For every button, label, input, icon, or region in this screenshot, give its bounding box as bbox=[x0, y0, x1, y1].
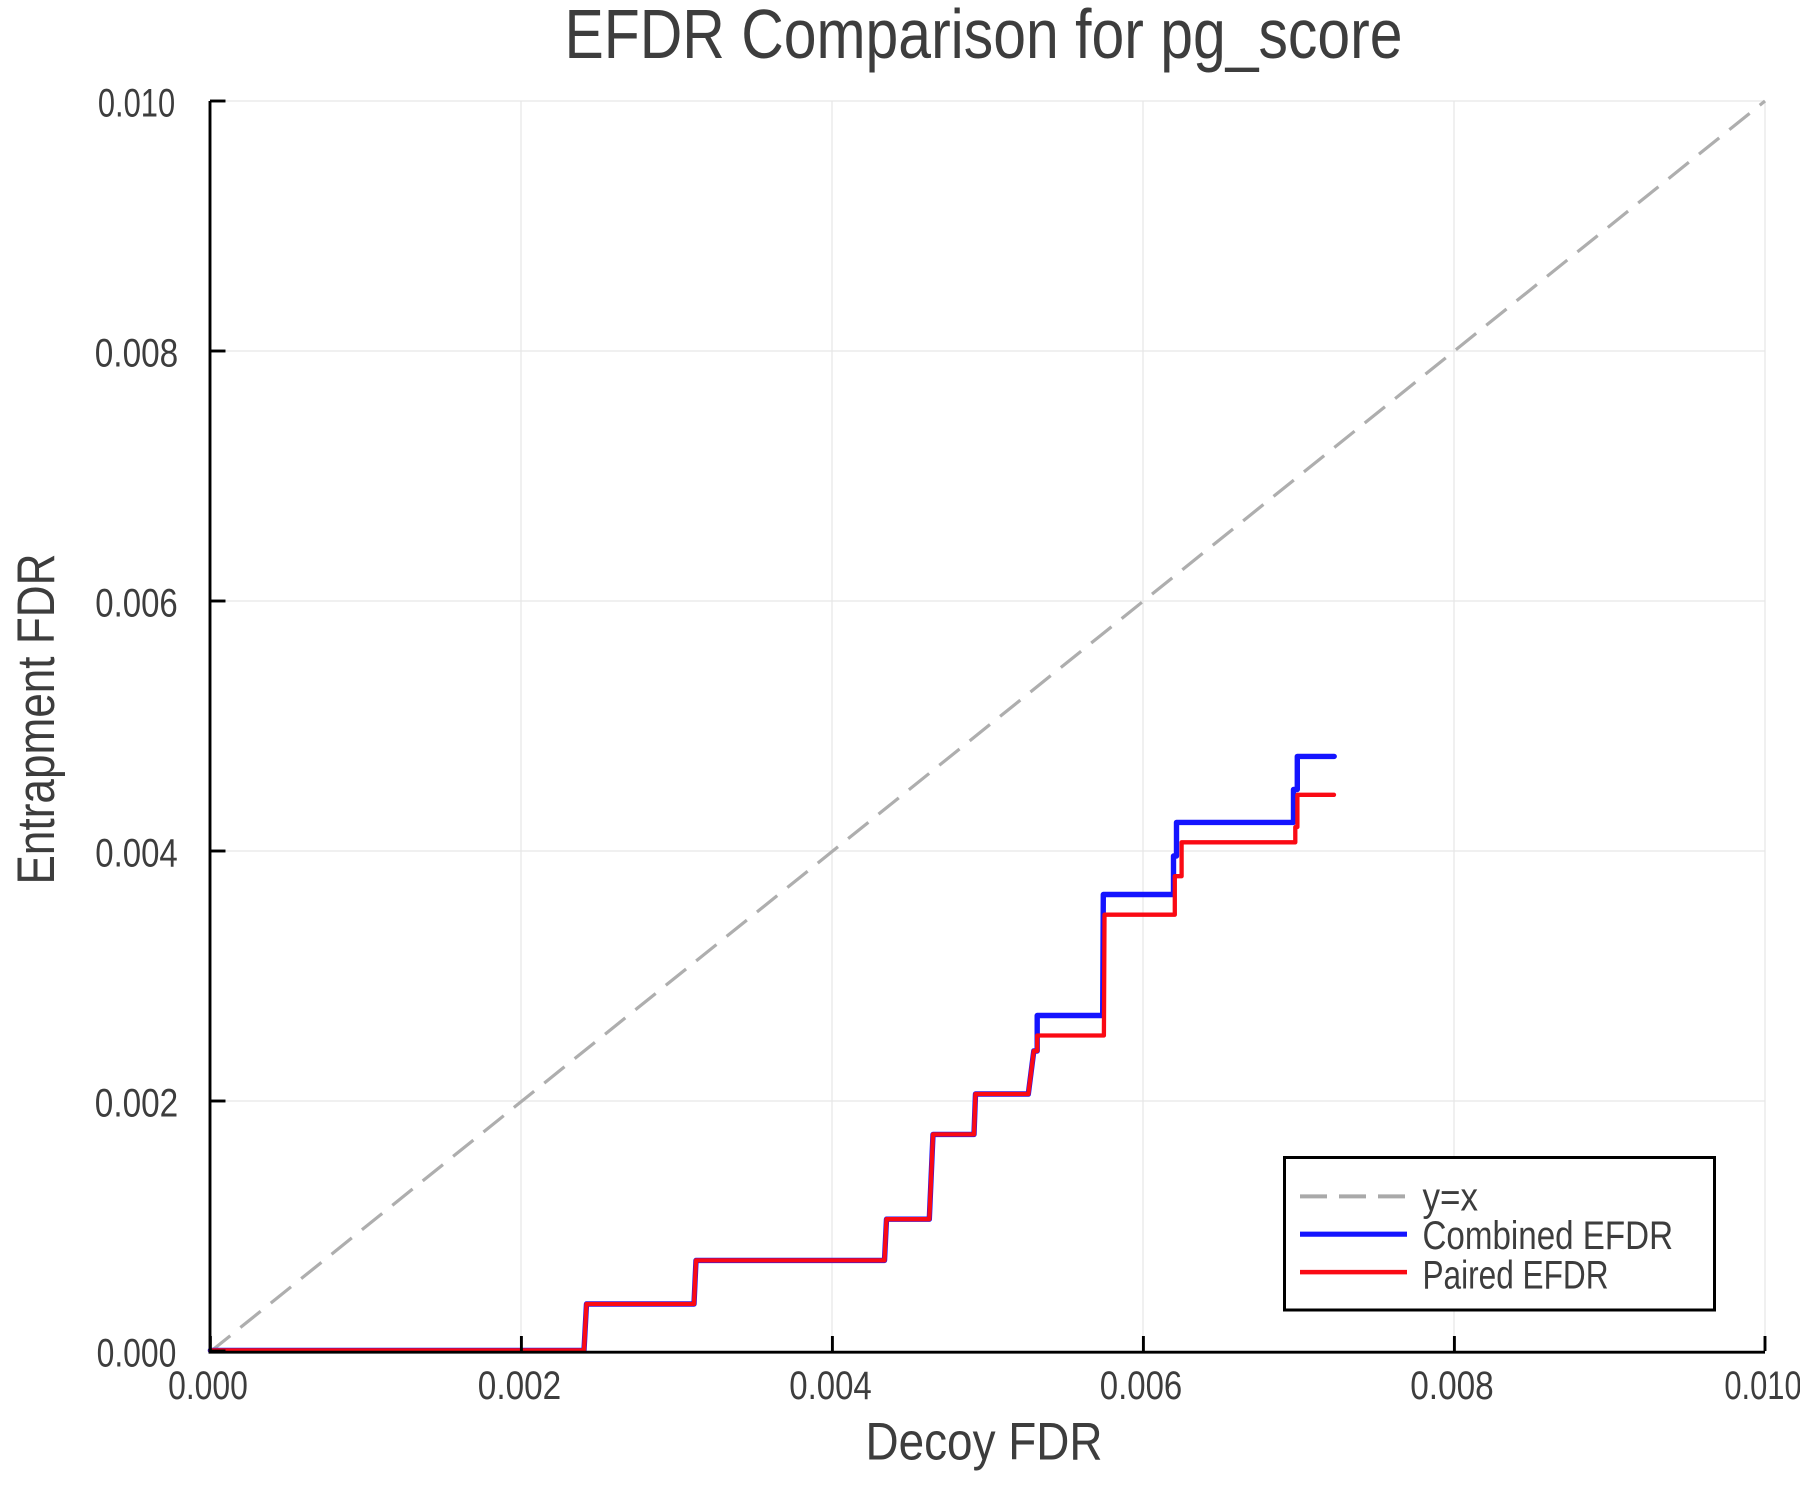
svg-text:0.002: 0.002 bbox=[95, 1081, 178, 1125]
svg-text:0.006: 0.006 bbox=[95, 581, 178, 625]
svg-text:y=x: y=x bbox=[1423, 1175, 1479, 1219]
svg-text:0.008: 0.008 bbox=[1410, 1364, 1494, 1408]
svg-text:Decoy FDR: Decoy FDR bbox=[866, 1413, 1103, 1472]
svg-text:0.000: 0.000 bbox=[97, 1331, 177, 1375]
svg-text:Paired EFDR: Paired EFDR bbox=[1423, 1253, 1609, 1297]
svg-text:0.004: 0.004 bbox=[789, 1364, 872, 1408]
svg-text:0.008: 0.008 bbox=[95, 331, 179, 375]
svg-text:0.006: 0.006 bbox=[1100, 1364, 1183, 1408]
svg-text:0.010: 0.010 bbox=[1724, 1364, 1800, 1408]
svg-text:Combined EFDR: Combined EFDR bbox=[1423, 1214, 1674, 1258]
svg-text:0.004: 0.004 bbox=[95, 831, 178, 875]
svg-text:0.000: 0.000 bbox=[168, 1364, 248, 1408]
svg-text:Entrapment FDR: Entrapment FDR bbox=[7, 554, 66, 885]
svg-text:EFDR Comparison for pg_score: EFDR Comparison for pg_score bbox=[565, 0, 1403, 73]
svg-text:0.010: 0.010 bbox=[98, 81, 175, 125]
svg-text:0.002: 0.002 bbox=[478, 1364, 561, 1408]
